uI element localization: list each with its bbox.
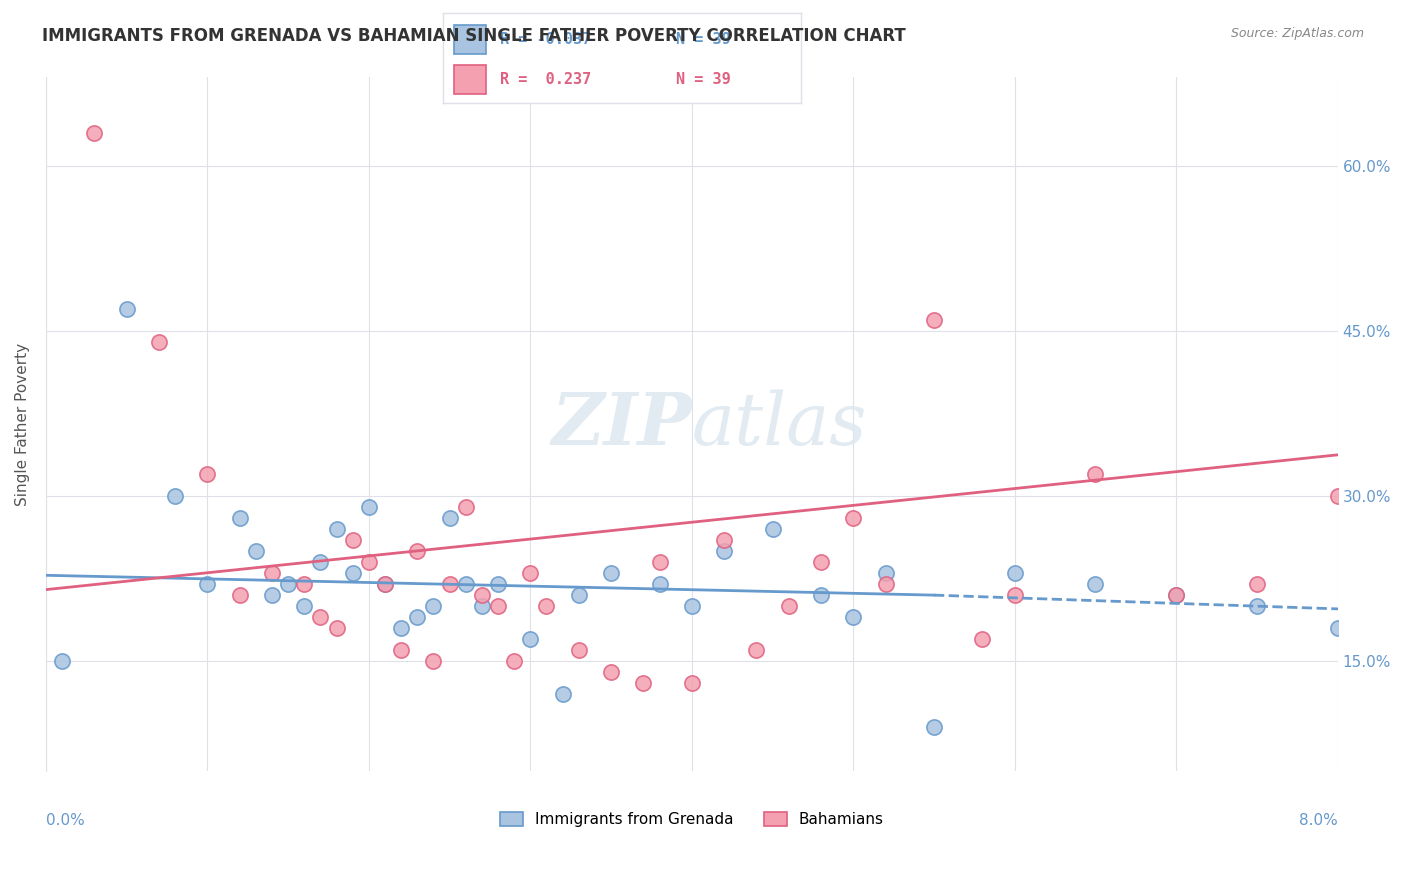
Point [292,599,315,614]
Point [260,588,283,602]
Point [325,522,347,536]
Point [83,126,105,140]
Point [342,566,364,580]
Y-axis label: Single Father Poverty: Single Father Poverty [15,343,30,506]
Point [551,687,574,701]
Point [228,588,250,602]
Point [713,544,735,558]
Point [486,599,509,614]
Point [1166,588,1188,602]
Point [197,577,219,591]
Text: IMMIGRANTS FROM GRENADA VS BAHAMIAN SINGLE FATHER POVERTY CORRELATION CHART: IMMIGRANTS FROM GRENADA VS BAHAMIAN SING… [42,27,905,45]
Point [503,654,526,668]
FancyBboxPatch shape [454,25,486,54]
Point [568,588,591,602]
Point [761,522,783,536]
Legend: Immigrants from Grenada, Bahamians: Immigrants from Grenada, Bahamians [494,805,890,833]
Text: N = 39: N = 39 [676,32,731,46]
Point [406,610,429,624]
Point [439,577,461,591]
Point [648,577,671,591]
Point [519,566,541,580]
Point [1084,577,1107,591]
Point [600,566,623,580]
Point [439,511,461,525]
Text: atlas: atlas [692,389,868,459]
Point [454,577,477,591]
Text: 8.0%: 8.0% [1299,813,1337,828]
Point [681,676,703,690]
Point [422,654,444,668]
Point [1166,588,1188,602]
Point [922,312,945,326]
Point [1004,566,1026,580]
Point [471,599,494,614]
Point [357,555,380,569]
Point [633,676,655,690]
Point [115,301,138,316]
Text: N = 39: N = 39 [676,72,731,87]
Point [374,577,396,591]
Point [1326,621,1348,635]
Point [1326,489,1348,503]
Point [245,544,267,558]
Point [277,577,299,591]
Point [454,500,477,514]
Point [842,511,865,525]
Text: Source: ZipAtlas.com: Source: ZipAtlas.com [1230,27,1364,40]
Point [309,555,332,569]
Point [745,643,768,657]
Point [1004,588,1026,602]
Point [600,665,623,680]
Point [165,489,187,503]
Point [486,577,509,591]
Point [406,544,429,558]
Point [228,511,250,525]
Point [568,643,591,657]
Point [875,577,897,591]
Point [389,621,412,635]
Point [325,621,347,635]
Text: R = -0.037: R = -0.037 [501,32,592,46]
Point [357,500,380,514]
FancyBboxPatch shape [454,65,486,94]
Point [197,467,219,481]
Point [536,599,558,614]
Point [51,654,73,668]
Point [922,720,945,734]
Point [681,599,703,614]
Point [778,599,800,614]
Point [972,632,994,647]
Text: R =  0.237: R = 0.237 [501,72,592,87]
Point [292,577,315,591]
Point [1246,577,1268,591]
Point [260,566,283,580]
Point [148,334,170,349]
Point [1246,599,1268,614]
Point [389,643,412,657]
Point [648,555,671,569]
Point [422,599,444,614]
Text: 0.0%: 0.0% [46,813,84,828]
Point [713,533,735,547]
Point [374,577,396,591]
Text: ZIP: ZIP [551,389,692,460]
Point [471,588,494,602]
Point [519,632,541,647]
Point [810,555,832,569]
Point [1084,467,1107,481]
Point [309,610,332,624]
Point [842,610,865,624]
Point [342,533,364,547]
Point [875,566,897,580]
Point [810,588,832,602]
